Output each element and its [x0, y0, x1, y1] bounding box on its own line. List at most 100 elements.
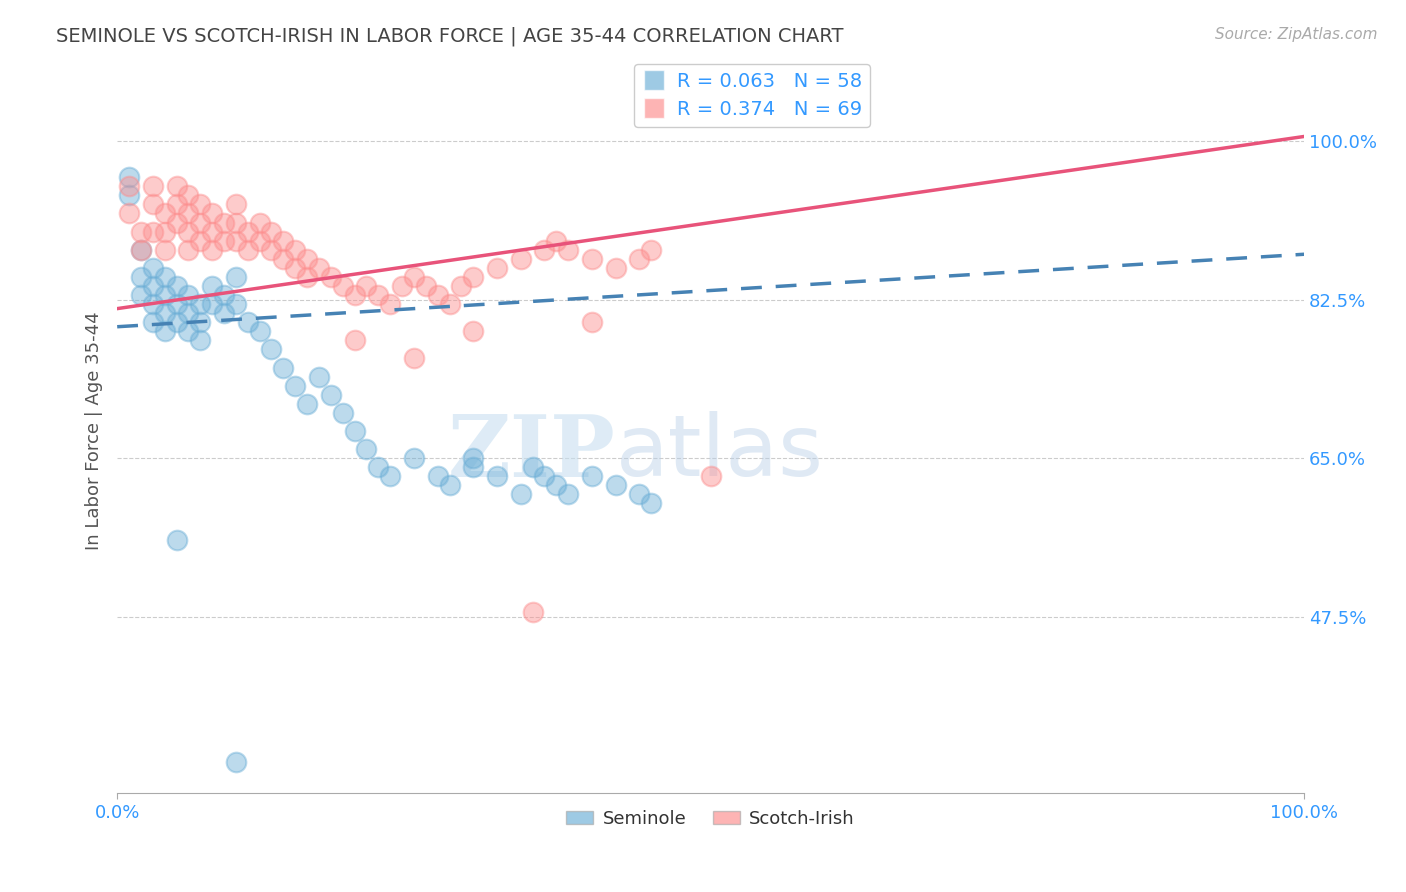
Point	[201, 297, 224, 311]
Point	[118, 188, 141, 202]
Point	[367, 460, 389, 475]
Point	[415, 279, 437, 293]
Point	[153, 269, 176, 284]
Point	[236, 225, 259, 239]
Point	[129, 243, 152, 257]
Point	[142, 179, 165, 194]
Point	[166, 533, 188, 547]
Point	[225, 197, 247, 211]
Point	[129, 225, 152, 239]
Point	[356, 279, 378, 293]
Point	[343, 334, 366, 348]
Point	[557, 243, 579, 257]
Point	[129, 243, 152, 257]
Point	[605, 478, 627, 492]
Point	[463, 451, 485, 466]
Point	[166, 215, 188, 229]
Point	[177, 306, 200, 320]
Point	[356, 442, 378, 456]
Point	[225, 215, 247, 229]
Point	[308, 369, 330, 384]
Point	[522, 605, 544, 619]
Point	[463, 324, 485, 338]
Point	[319, 269, 342, 284]
Point	[225, 234, 247, 248]
Point	[509, 252, 531, 266]
Point	[426, 288, 449, 302]
Point	[343, 424, 366, 438]
Point	[343, 288, 366, 302]
Point	[391, 279, 413, 293]
Point	[142, 315, 165, 329]
Point	[485, 469, 508, 483]
Point	[177, 225, 200, 239]
Point	[509, 487, 531, 501]
Point	[533, 243, 555, 257]
Point	[485, 260, 508, 275]
Point	[166, 315, 188, 329]
Point	[463, 460, 485, 475]
Point	[249, 324, 271, 338]
Point	[319, 387, 342, 401]
Point	[380, 297, 402, 311]
Point	[332, 406, 354, 420]
Point	[273, 252, 295, 266]
Point	[153, 288, 176, 302]
Point	[581, 252, 603, 266]
Point	[188, 215, 211, 229]
Point	[118, 206, 141, 220]
Point	[166, 297, 188, 311]
Point	[118, 179, 141, 194]
Point	[129, 269, 152, 284]
Point	[284, 260, 307, 275]
Point	[308, 260, 330, 275]
Point	[142, 297, 165, 311]
Point	[188, 297, 211, 311]
Point	[295, 252, 318, 266]
Point	[546, 478, 568, 492]
Point	[201, 243, 224, 257]
Point	[153, 243, 176, 257]
Point	[439, 478, 461, 492]
Point	[225, 755, 247, 769]
Point	[212, 234, 235, 248]
Point	[260, 243, 283, 257]
Point	[153, 225, 176, 239]
Point	[295, 397, 318, 411]
Point	[628, 252, 651, 266]
Point	[177, 206, 200, 220]
Point	[153, 206, 176, 220]
Point	[188, 315, 211, 329]
Point	[177, 324, 200, 338]
Point	[201, 279, 224, 293]
Point	[142, 279, 165, 293]
Point	[142, 225, 165, 239]
Point	[273, 360, 295, 375]
Point	[402, 351, 425, 366]
Text: ZIP: ZIP	[449, 410, 616, 495]
Point	[640, 243, 662, 257]
Point	[153, 306, 176, 320]
Point	[699, 469, 721, 483]
Point	[236, 315, 259, 329]
Point	[426, 469, 449, 483]
Point	[402, 269, 425, 284]
Point	[177, 188, 200, 202]
Point	[188, 197, 211, 211]
Point	[201, 206, 224, 220]
Point	[212, 215, 235, 229]
Point	[439, 297, 461, 311]
Text: SEMINOLE VS SCOTCH-IRISH IN LABOR FORCE | AGE 35-44 CORRELATION CHART: SEMINOLE VS SCOTCH-IRISH IN LABOR FORCE …	[56, 27, 844, 46]
Point	[142, 260, 165, 275]
Point	[367, 288, 389, 302]
Point	[260, 225, 283, 239]
Point	[166, 197, 188, 211]
Point	[640, 496, 662, 510]
Point	[166, 279, 188, 293]
Point	[236, 243, 259, 257]
Point	[581, 469, 603, 483]
Point	[380, 469, 402, 483]
Point	[260, 343, 283, 357]
Point	[273, 234, 295, 248]
Point	[581, 315, 603, 329]
